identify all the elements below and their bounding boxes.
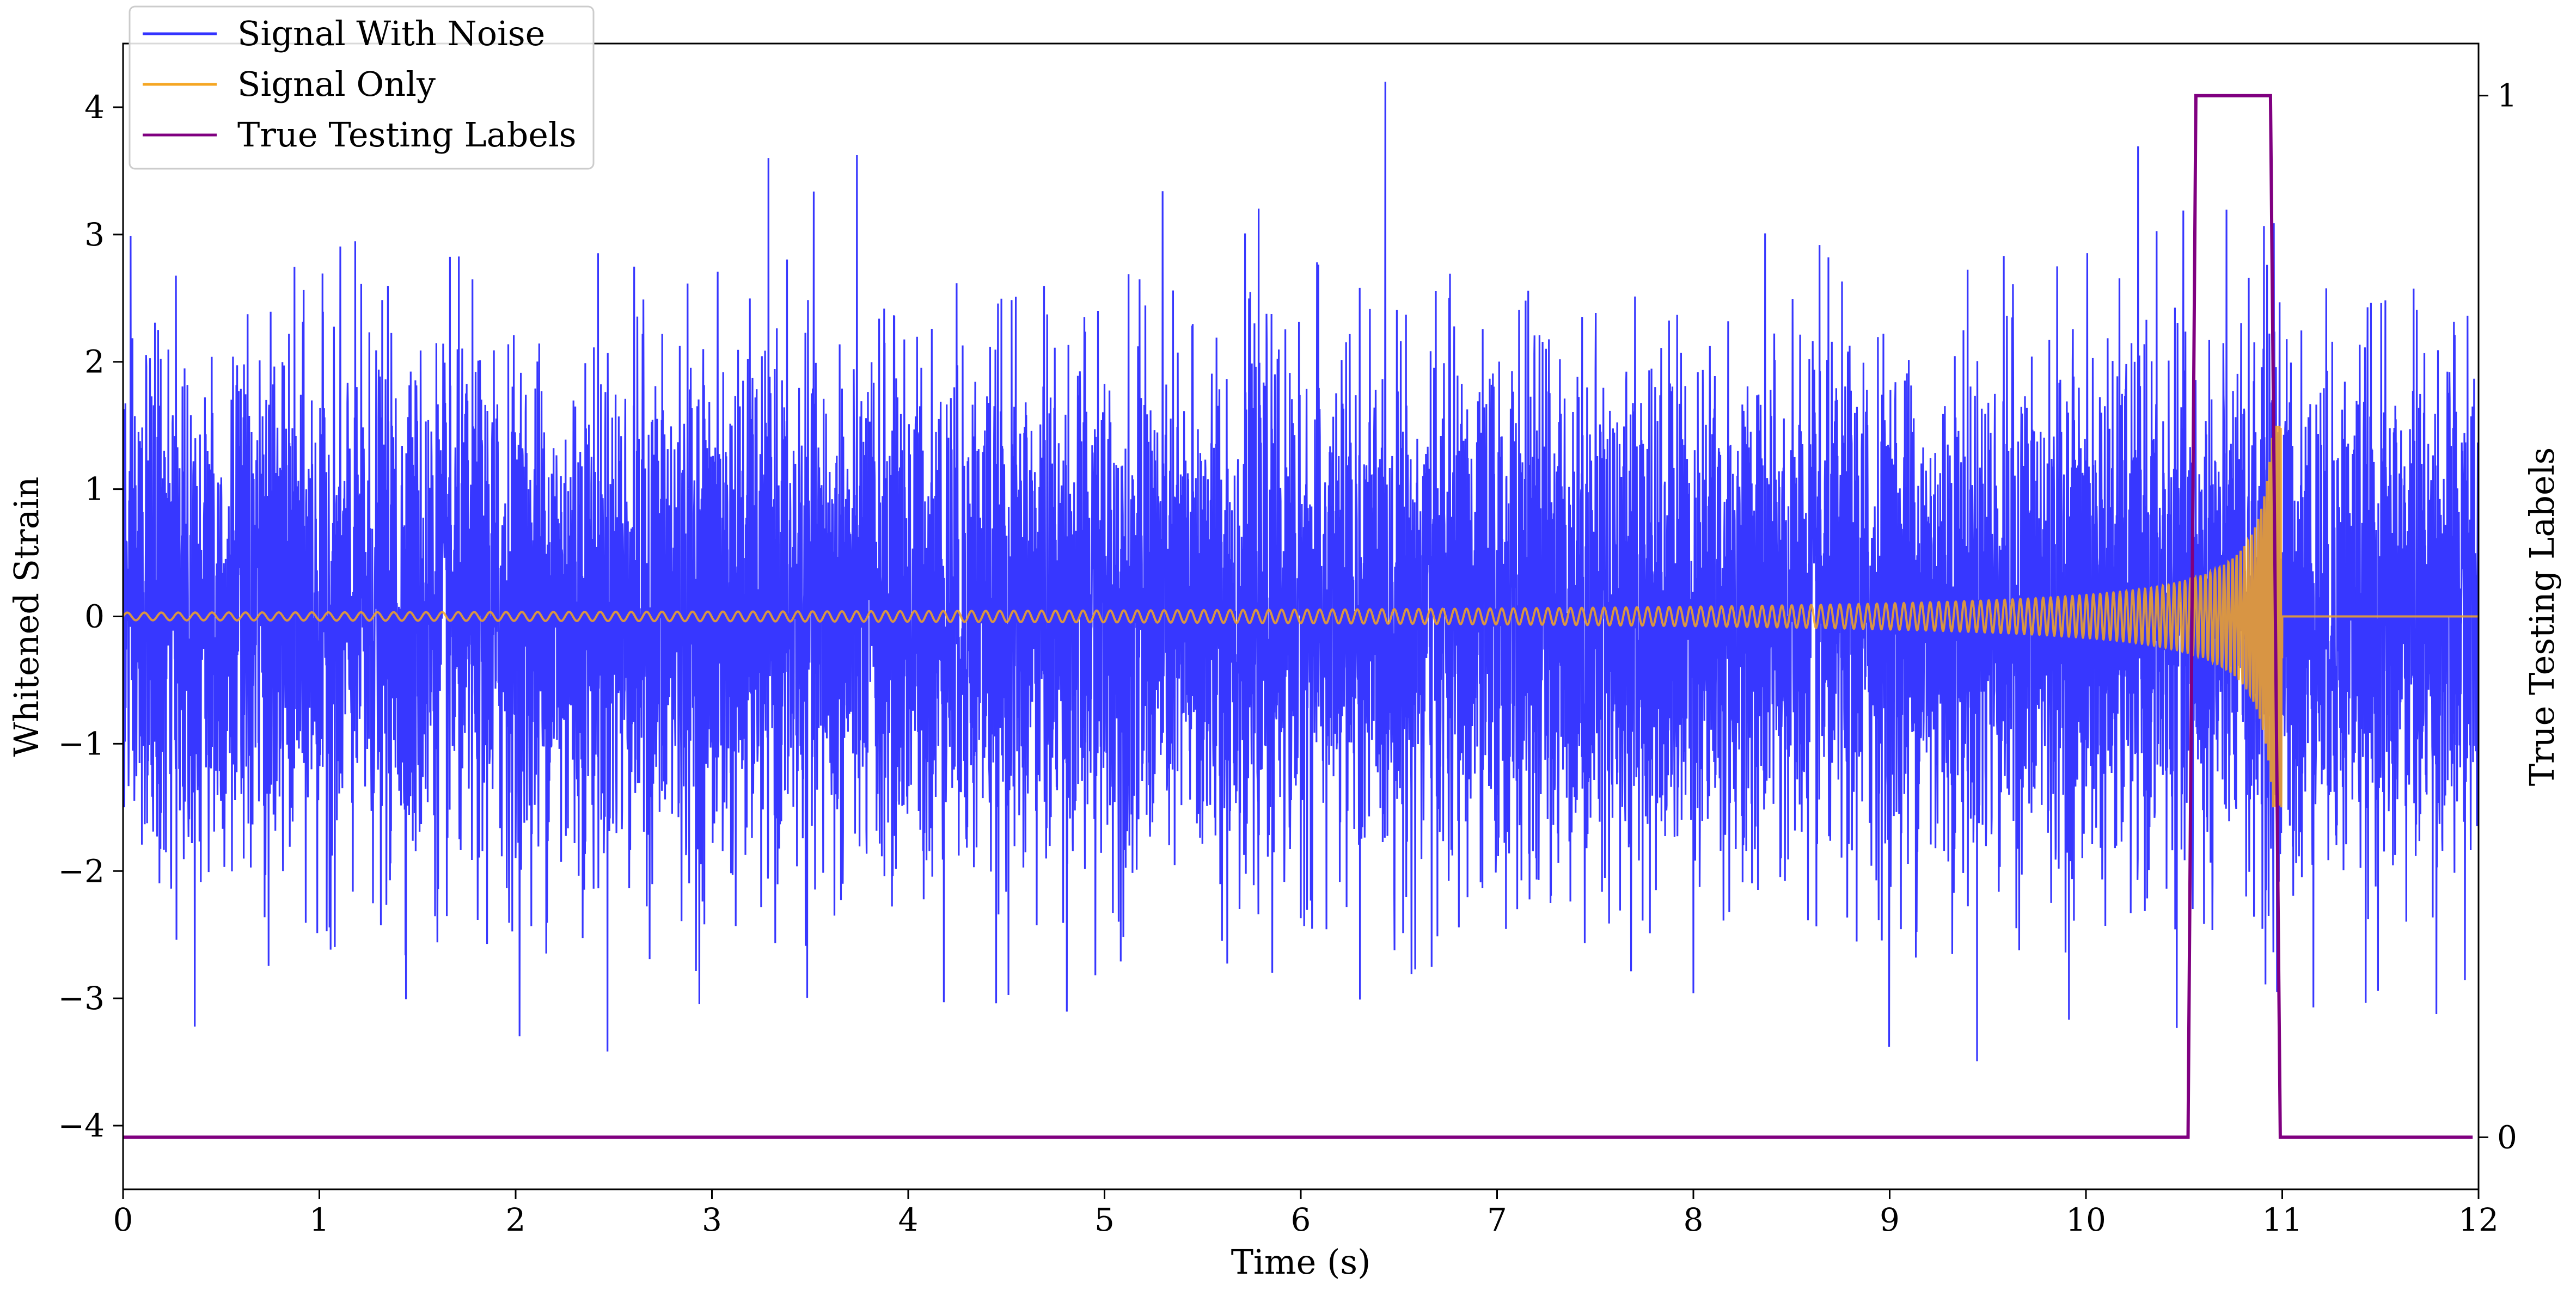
- legend-label-signal-with-noise: Signal With Noise: [237, 14, 545, 53]
- y-tick-label: −1: [58, 725, 105, 762]
- y-tick-label: 3: [84, 216, 105, 253]
- y-tick-label: 2: [84, 343, 105, 380]
- x-tick-label: 4: [898, 1201, 919, 1238]
- y-tick-label: −4: [58, 1107, 105, 1144]
- y2-tick-label: 0: [2497, 1119, 2517, 1156]
- x-axis-label: Time (s): [1231, 1242, 1371, 1282]
- x-tick-label: 2: [506, 1201, 526, 1238]
- y-axis-right: 01: [2479, 77, 2517, 1156]
- y2-tick-label: 1: [2497, 77, 2517, 114]
- legend: Signal With Noise Signal Only True Testi…: [129, 5, 595, 170]
- x-axis: 0 1 2 3 4 5 6 7 8 9 10 11 12: [113, 1189, 2499, 1238]
- y-axis-label: Whitened Strain: [7, 477, 46, 757]
- y-tick-label: −3: [58, 980, 105, 1017]
- legend-label-signal-only: Signal Only: [237, 64, 436, 104]
- y-tick-label: 4: [84, 89, 105, 126]
- x-tick-label: 6: [1291, 1201, 1311, 1238]
- series-line-true-testing-labels: [123, 94, 2473, 1139]
- y-tick-label: −2: [58, 852, 105, 889]
- x-tick-label: 8: [1684, 1201, 1704, 1238]
- x-tick-label: 5: [1094, 1201, 1115, 1238]
- legend-label-true-testing-labels: True Testing Labels: [237, 115, 577, 155]
- series-line-signal-only: [123, 426, 2479, 808]
- y-tick-label: 1: [84, 471, 105, 508]
- x-tick-label: 3: [702, 1201, 722, 1238]
- y2-axis-label: True Testing Labels: [2522, 447, 2562, 787]
- x-tick-label: 11: [2262, 1201, 2303, 1238]
- x-tick-label: 10: [2066, 1201, 2106, 1238]
- y-axis-left: −4 −3 −2 −1 0 1 2 3 4: [58, 89, 123, 1144]
- x-tick-label: 1: [309, 1201, 329, 1238]
- x-tick-label: 7: [1487, 1201, 1507, 1238]
- legend-box: [129, 5, 595, 170]
- x-tick-label: 0: [113, 1201, 133, 1238]
- y-tick-label: 0: [84, 598, 105, 635]
- x-tick-label: 9: [1880, 1201, 1900, 1238]
- series-layer: [123, 82, 2479, 1139]
- series-line-signal-with-noise: [123, 82, 2479, 1061]
- x-tick-label: 12: [2458, 1201, 2499, 1238]
